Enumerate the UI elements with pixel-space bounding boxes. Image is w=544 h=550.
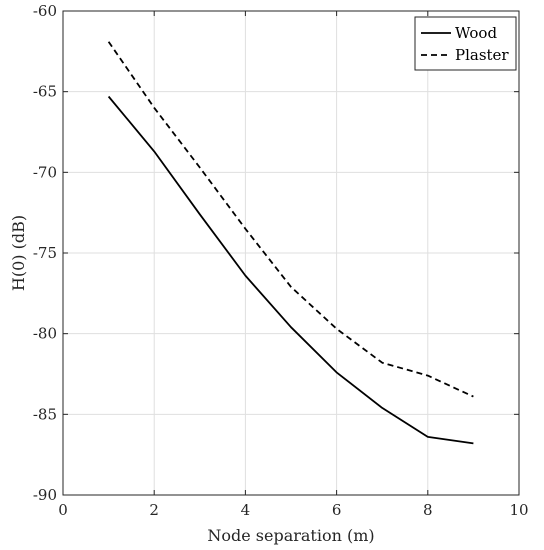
legend-label-wood: Wood	[455, 24, 497, 42]
y-tick-label: -60	[33, 2, 57, 20]
x-tick-label: 4	[241, 501, 251, 519]
series-layer	[107, 41, 474, 445]
x-tick-label: 6	[332, 501, 342, 519]
y-tick-label: -75	[33, 244, 57, 262]
y-tick-label: -65	[33, 83, 57, 101]
x-tick-label: 10	[509, 501, 528, 519]
y-tick-label: -90	[33, 486, 57, 504]
y-tick-label: -80	[33, 325, 57, 343]
series-line-plaster	[107, 41, 474, 398]
x-tick-label: 8	[423, 501, 433, 519]
legend-box	[414, 16, 517, 71]
grid-lines	[62, 10, 520, 496]
x-tick-label: 0	[58, 501, 68, 519]
legend-label-plaster: Plaster	[455, 46, 509, 64]
x-axis-label: Node separation (m)	[207, 526, 374, 545]
ticks: 0 2 4 6 8 10 -60 -65 -70 -75 -80 -85 -90	[33, 2, 529, 519]
y-tick-label: -70	[33, 163, 57, 181]
x-tick-label: 2	[149, 501, 159, 519]
legend: Wood Plaster	[414, 16, 517, 71]
y-axis-label: H(0) (dB)	[9, 215, 28, 291]
y-tick-label: -85	[33, 405, 57, 423]
series-line-wood	[107, 95, 474, 445]
